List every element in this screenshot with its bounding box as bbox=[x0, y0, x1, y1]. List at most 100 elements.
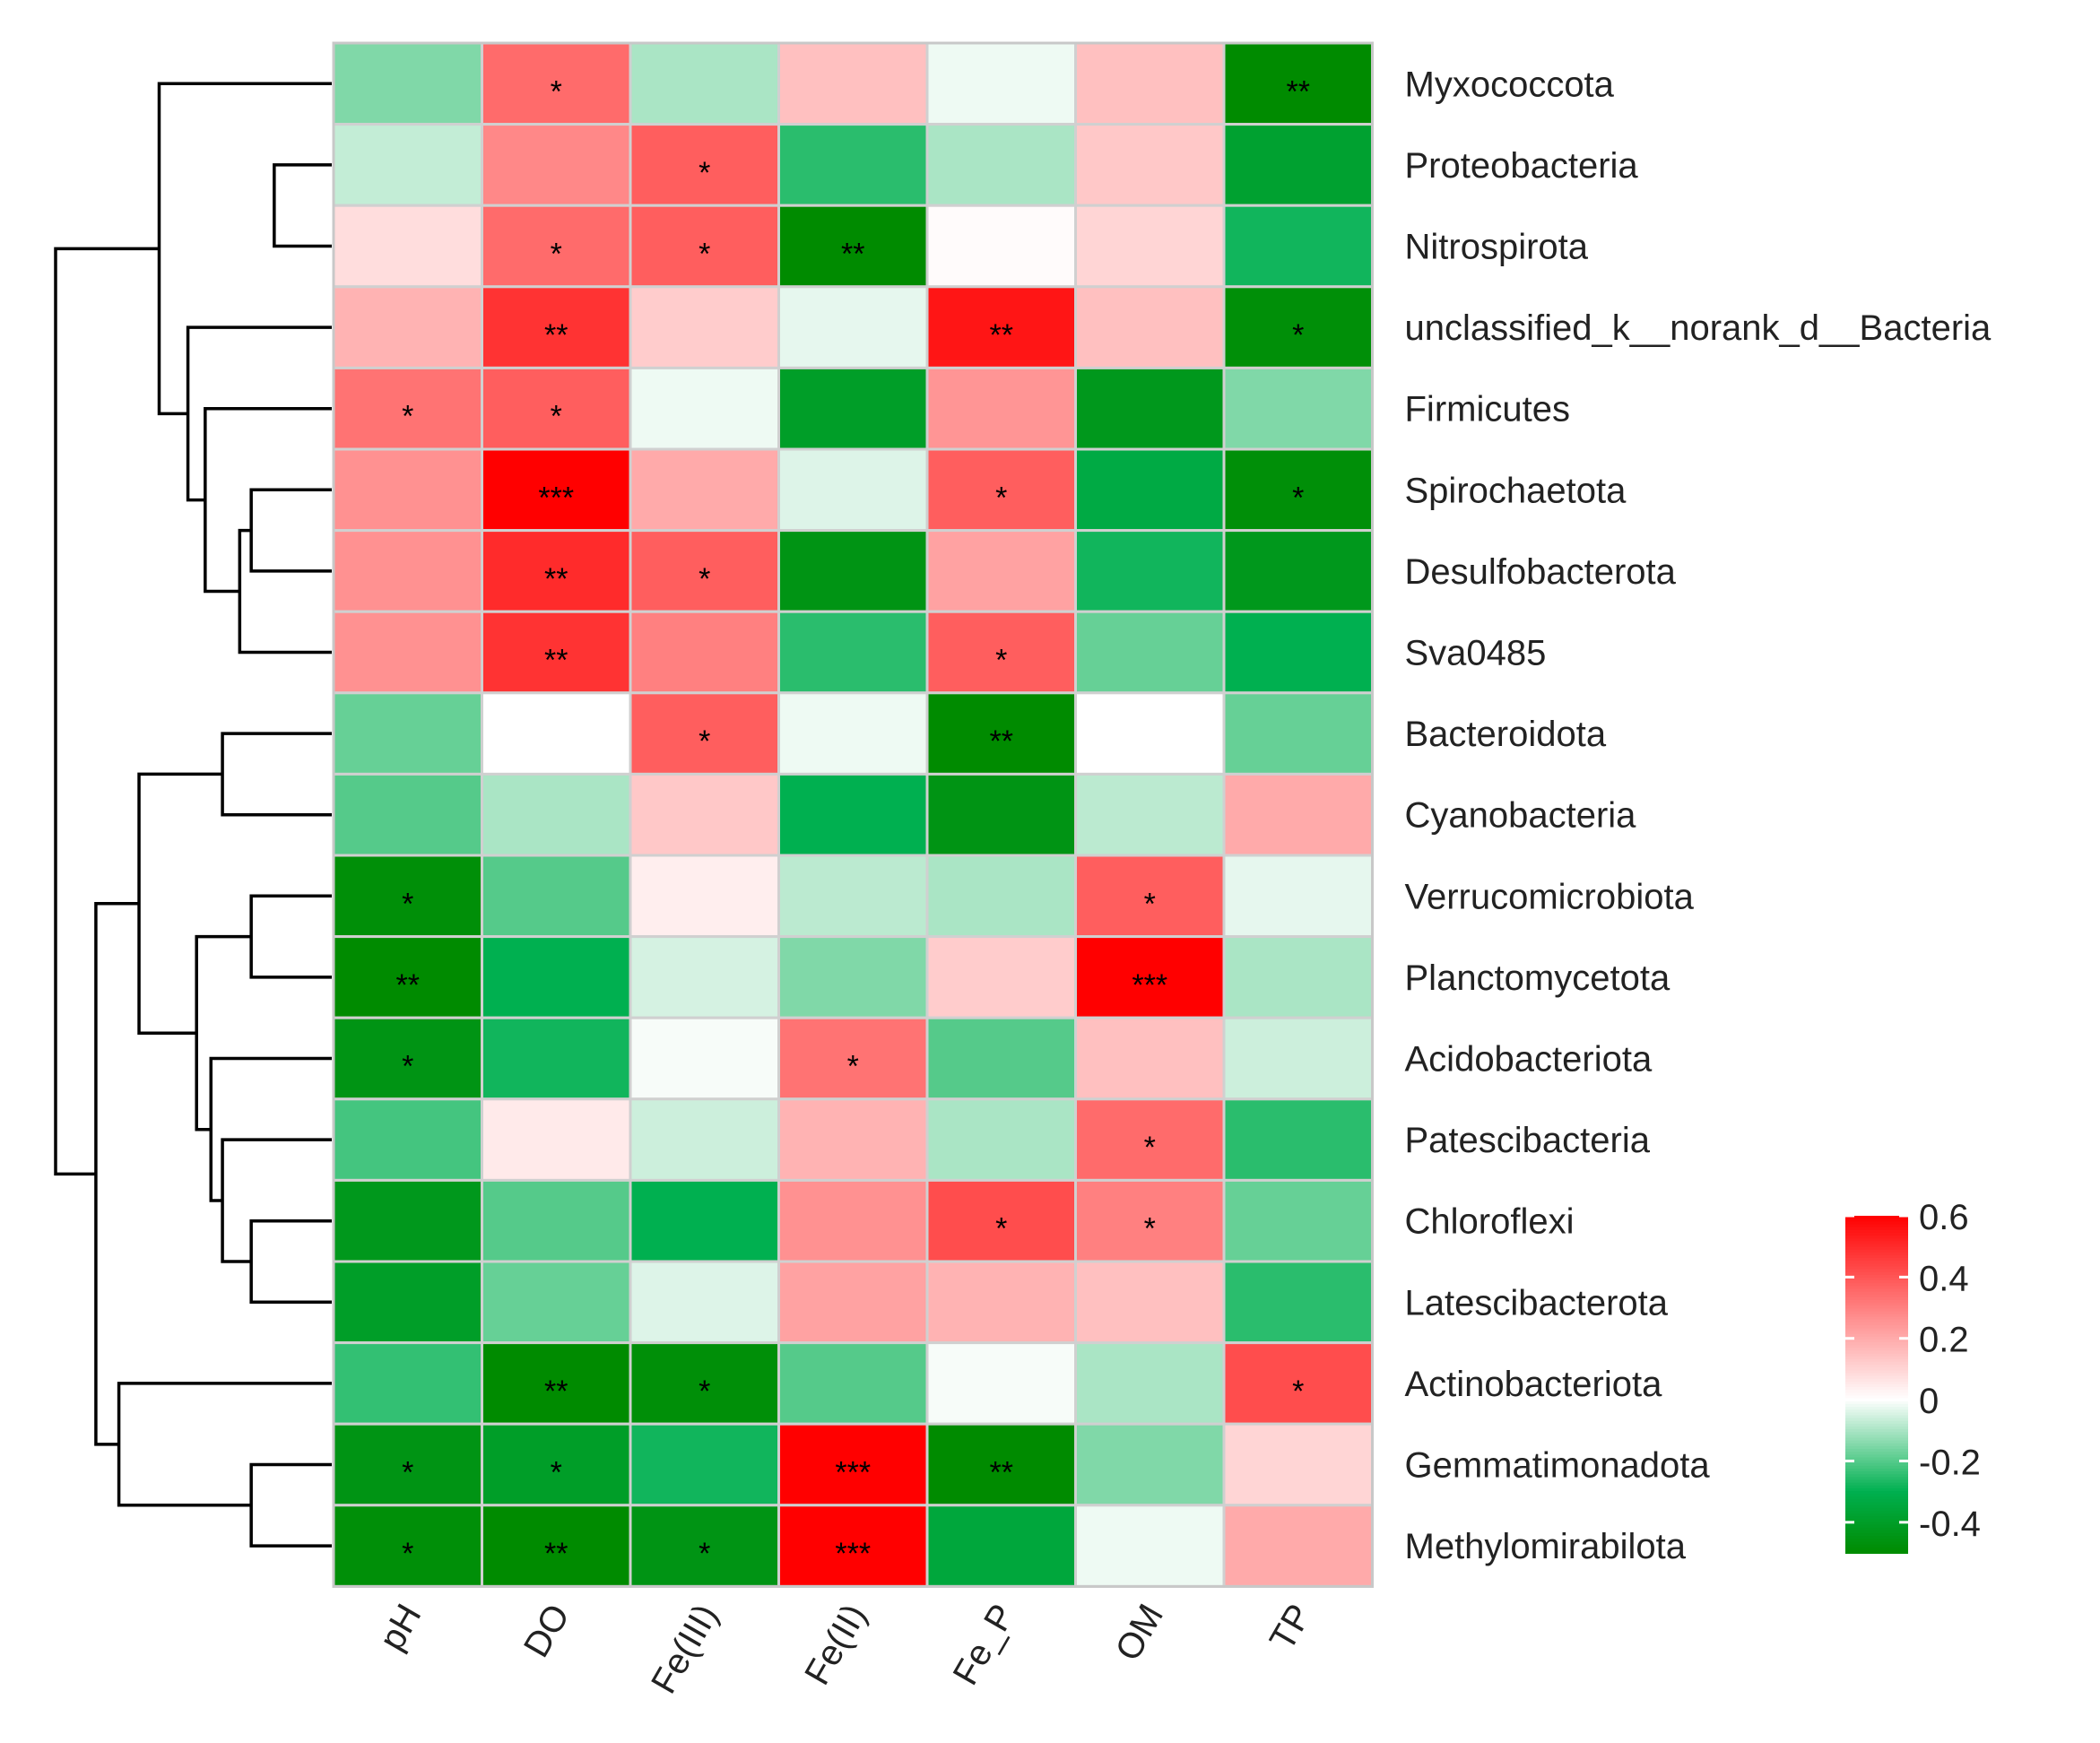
heatmap-cell bbox=[777, 1178, 929, 1263]
legend-gradient-slice bbox=[1845, 1420, 1908, 1425]
heatmap-cell bbox=[332, 366, 483, 451]
row-label: Firmicutes bbox=[1405, 390, 1570, 429]
heatmap-cell bbox=[332, 691, 483, 776]
significance-mark: ** bbox=[396, 968, 420, 1002]
heatmap-cell bbox=[777, 447, 929, 533]
heatmap-cell bbox=[332, 285, 483, 369]
heatmap-cell bbox=[1222, 1422, 1374, 1507]
heatmap-cell bbox=[1222, 610, 1374, 695]
heatmap-cell bbox=[777, 529, 929, 613]
legend-tick-label: 0 bbox=[1919, 1382, 1939, 1421]
row-label: Proteobacteria bbox=[1405, 146, 1639, 186]
legend-gradient-slice bbox=[1845, 1291, 1908, 1296]
significance-mark: ** bbox=[841, 238, 864, 272]
heatmap-cell bbox=[1222, 447, 1374, 533]
heatmap-cell bbox=[629, 691, 780, 776]
heatmap-cell bbox=[925, 772, 1077, 857]
legend-gradient-slice bbox=[1845, 1505, 1908, 1509]
heatmap-cell bbox=[777, 610, 929, 695]
legend-gradient-slice bbox=[1845, 1513, 1908, 1518]
heatmap-cell bbox=[925, 1341, 1077, 1426]
legend-gradient-slice bbox=[1845, 1429, 1908, 1434]
legend-gradient-slice bbox=[1845, 1440, 1908, 1444]
heatmap-cell bbox=[1222, 529, 1374, 613]
legend-gradient-slice bbox=[1845, 1390, 1908, 1394]
legend-tick-label: 0.4 bbox=[1919, 1259, 1969, 1298]
significance-mark: * bbox=[699, 238, 710, 272]
row-label: Verrucomicrobiota bbox=[1405, 877, 1695, 916]
legend-gradient-slice bbox=[1845, 1387, 1908, 1392]
significance-mark: * bbox=[1144, 1212, 1156, 1246]
heatmap-cell bbox=[1074, 123, 1226, 207]
legend-gradient-slice bbox=[1845, 1216, 1908, 1220]
heatmap-cell bbox=[481, 447, 632, 533]
heatmap-cell bbox=[777, 41, 929, 126]
dendrogram-branch bbox=[157, 82, 332, 416]
legend-gradient-slice bbox=[1845, 1252, 1908, 1256]
heatmap-cell bbox=[332, 854, 483, 939]
legend-gradient-slice bbox=[1845, 1246, 1908, 1251]
heatmap-cell bbox=[1222, 123, 1374, 207]
heatmap-cell bbox=[777, 1097, 929, 1182]
heatmap-cell bbox=[1222, 1178, 1374, 1263]
legend-gradient-slice bbox=[1845, 1435, 1908, 1439]
legend-gradient-slice bbox=[1845, 1530, 1908, 1535]
legend-gradient-slice bbox=[1845, 1254, 1908, 1259]
significance-mark: * bbox=[699, 1537, 710, 1571]
legend-gradient-slice bbox=[1845, 1477, 1908, 1481]
heatmap-cell bbox=[925, 204, 1077, 289]
legend-gradient-slice bbox=[1845, 1232, 1908, 1236]
legend-gradient-slice bbox=[1845, 1460, 1908, 1464]
heatmap-cell bbox=[1074, 1422, 1226, 1507]
legend-gradient-slice bbox=[1845, 1350, 1908, 1355]
dendrogram-branch bbox=[186, 325, 332, 502]
heatmap-cell bbox=[629, 285, 780, 369]
legend-gradient-slice bbox=[1845, 1449, 1908, 1453]
heatmap-cell bbox=[332, 1504, 483, 1588]
legend-gradient-slice bbox=[1845, 1471, 1908, 1476]
heatmap-cell bbox=[629, 1341, 780, 1426]
heatmap-cell bbox=[629, 1422, 780, 1507]
heatmap-cell bbox=[481, 854, 632, 939]
legend-gradient-slice bbox=[1845, 1328, 1908, 1332]
heatmap-cell bbox=[1074, 1178, 1226, 1263]
legend-gradient-slice bbox=[1845, 1511, 1908, 1515]
heatmap-cell bbox=[777, 1504, 929, 1588]
significance-mark: * bbox=[699, 562, 710, 596]
heatmap-cell bbox=[629, 1178, 780, 1263]
heatmap-cell bbox=[629, 1097, 780, 1182]
significance-mark: * bbox=[699, 724, 710, 759]
legend-gradient-slice bbox=[1845, 1398, 1908, 1402]
legend-gradient-slice bbox=[1845, 1339, 1908, 1343]
row-label: Planctomycetota bbox=[1405, 958, 1670, 998]
legend-gradient-slice bbox=[1845, 1277, 1908, 1282]
legend-gradient-slice bbox=[1845, 1238, 1908, 1243]
legend-gradient-slice bbox=[1845, 1524, 1908, 1529]
dendrogram-branch bbox=[249, 1462, 332, 1548]
heatmap-cell bbox=[629, 610, 780, 695]
heatmap-cell bbox=[481, 772, 632, 857]
legend-gradient-slice bbox=[1845, 1539, 1908, 1543]
legend-gradient-slice bbox=[1845, 1325, 1908, 1330]
legend-gradient-slice bbox=[1845, 1445, 1908, 1451]
legend-gradient-slice bbox=[1845, 1218, 1908, 1223]
dendrogram-branch bbox=[221, 732, 332, 817]
significance-mark: * bbox=[1292, 481, 1304, 515]
column-label: pH bbox=[372, 1598, 430, 1657]
legend-gradient-slice bbox=[1845, 1465, 1908, 1470]
dendrogram-branch bbox=[238, 528, 332, 655]
heatmap-cell bbox=[481, 1178, 632, 1263]
heatmap-cell bbox=[332, 935, 483, 1019]
heatmap-cell bbox=[1074, 772, 1226, 857]
significance-mark: * bbox=[402, 1537, 413, 1571]
heatmap-cell bbox=[1074, 1016, 1226, 1101]
legend-gradient-slice bbox=[1845, 1516, 1908, 1521]
row-label: Cyanobacteria bbox=[1405, 796, 1637, 836]
legend-gradient-slice bbox=[1845, 1336, 1908, 1340]
legend-gradient-slice bbox=[1845, 1370, 1908, 1374]
significance-mark: * bbox=[551, 238, 562, 272]
legend-gradient-slice bbox=[1845, 1314, 1908, 1318]
legend-gradient-slice bbox=[1845, 1474, 1908, 1479]
significance-mark: * bbox=[699, 156, 710, 190]
heatmap-cell bbox=[777, 854, 929, 939]
